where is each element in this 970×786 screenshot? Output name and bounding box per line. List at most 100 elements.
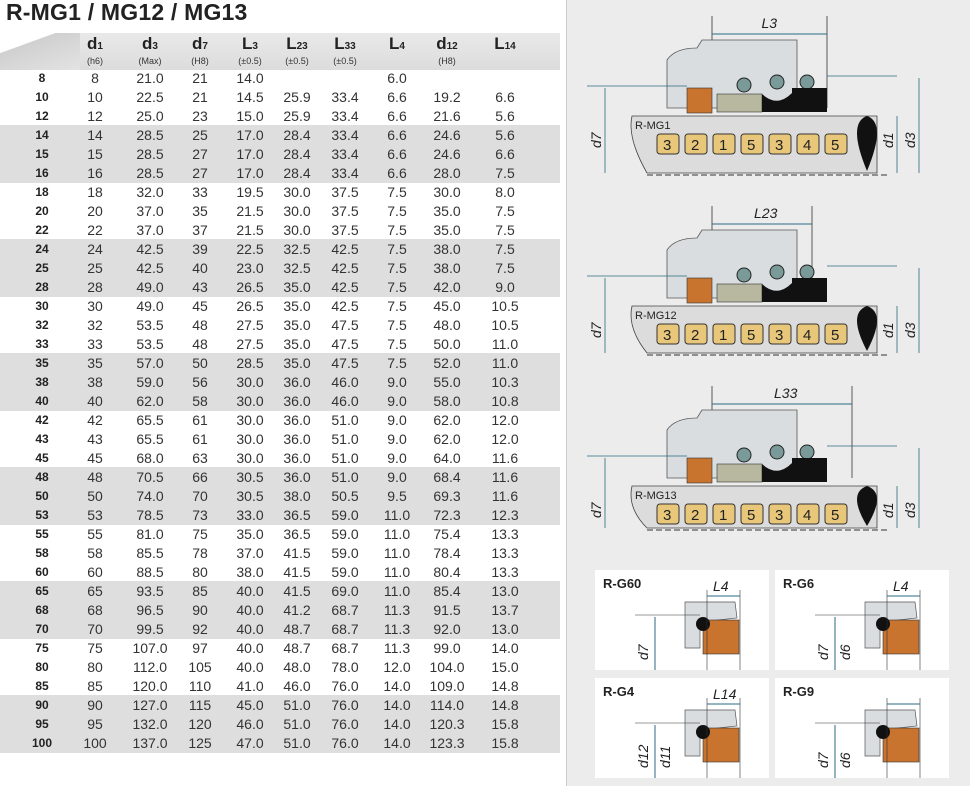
value-cell: 66 (192, 469, 208, 485)
value-cell: 88.5 (136, 564, 164, 580)
column-tolerance: (h6) (86, 56, 103, 66)
value-cell: 9.5 (387, 488, 407, 504)
value-cell: 68.4 (433, 469, 461, 485)
value-cell: 78 (192, 545, 208, 561)
value-cell: 110 (188, 678, 212, 694)
value-cell: 13.3 (491, 564, 519, 580)
value-cell: 22 (87, 222, 103, 238)
value-cell: 68.0 (136, 450, 164, 466)
value-cell: 22.5 (136, 89, 164, 105)
value-cell: 50.0 (433, 336, 461, 352)
value-cell: 40 (192, 260, 208, 276)
value-cell: 26.5 (236, 298, 264, 314)
value-cell: 9.0 (387, 393, 407, 409)
part-number: 3 (775, 137, 783, 154)
part-number-badge (768, 323, 792, 345)
part-number: 4 (803, 137, 811, 154)
shaft-size-cell: 75 (35, 641, 49, 655)
value-cell: 9.0 (387, 431, 407, 447)
value-cell: 37.5 (331, 203, 359, 219)
value-cell: 41.0 (236, 678, 264, 694)
shaft-size-cell: 18 (35, 185, 49, 199)
value-cell: 42.0 (433, 279, 461, 295)
part-number: 3 (663, 507, 671, 524)
value-cell: 12.0 (491, 412, 519, 428)
shaft-size-cell: 8 (38, 71, 46, 85)
part-number: 3 (663, 327, 671, 344)
part-number-badge (824, 503, 848, 525)
value-cell: 40.0 (236, 659, 264, 675)
value-cell: 7.5 (387, 184, 407, 200)
value-cell: 12.0 (383, 659, 411, 675)
part-number: 5 (747, 327, 755, 344)
l4-dimension-label: L4 (893, 578, 909, 594)
value-cell: 76.0 (331, 678, 359, 694)
value-cell: 75.4 (433, 526, 461, 542)
part-number: 3 (775, 327, 783, 344)
column-header-L4: L4 (367, 35, 427, 56)
value-cell: 35.0 (433, 222, 461, 238)
value-cell: 14.0 (383, 716, 411, 732)
value-cell: 10.8 (491, 393, 519, 409)
model-label: R-MG13 (635, 490, 677, 502)
value-cell: 11.6 (491, 469, 519, 485)
model-label: R-MG12 (635, 310, 677, 322)
value-cell: 36.0 (283, 393, 311, 409)
value-cell: 28.5 (136, 146, 164, 162)
value-cell: 48.7 (283, 621, 311, 637)
value-cell: 76.0 (331, 735, 359, 751)
table-row: 68 68 96.5 90 40.0 41.2 68.7 11.3 91.5 13.7 (0, 600, 560, 620)
value-cell: 81.0 (136, 526, 164, 542)
value-cell: 32 (87, 317, 103, 333)
value-cell: 59.0 (331, 526, 359, 542)
column-tolerance: (±0.5) (333, 56, 357, 66)
value-cell: 11.0 (383, 564, 411, 580)
d6-dimension-label: d6 (837, 644, 853, 660)
value-cell: 38.0 (433, 260, 461, 276)
value-cell: 28.4 (283, 165, 311, 181)
value-cell: 72.3 (433, 507, 461, 523)
value-cell: 33.0 (236, 507, 264, 523)
shaft-size-cell: 50 (35, 489, 49, 503)
value-cell: 11.0 (383, 507, 411, 523)
value-cell: 19.2 (433, 89, 461, 105)
value-cell: 33.4 (331, 165, 359, 181)
shaft-size-cell: 60 (35, 565, 49, 579)
value-cell: 90 (192, 602, 208, 618)
d1-dimension-label: d1 (880, 502, 896, 518)
value-cell: 51.0 (331, 450, 359, 466)
value-cell: 33.4 (331, 146, 359, 162)
value-cell: 9.0 (495, 279, 515, 295)
value-cell: 30 (87, 298, 103, 314)
value-cell: 114.0 (430, 697, 464, 713)
value-cell: 37.0 (136, 203, 164, 219)
value-cell: 25 (192, 127, 208, 143)
value-cell: 14.0 (383, 697, 411, 713)
shaft-size-cell: 45 (35, 451, 49, 465)
value-cell: 39 (192, 241, 208, 257)
d7-dimension-label: d7 (588, 501, 604, 518)
seat-diagram-r-g9: R-G9 d7 d6 (775, 678, 949, 778)
value-cell: 53.5 (136, 336, 164, 352)
value-cell: 6.6 (387, 127, 407, 143)
value-cell: 19.5 (236, 184, 264, 200)
shaft-size-cell: 42 (35, 413, 49, 427)
shaft-size-cell: 30 (35, 299, 49, 313)
shaft-size-cell: 80 (35, 660, 49, 674)
table-row: 58 58 85.5 78 37.0 41.5 59.0 11.0 78.4 13.3 (0, 543, 560, 563)
value-cell: 16 (87, 165, 103, 181)
value-cell: 59.0 (331, 507, 359, 523)
shaft-size-cell: 22 (35, 223, 49, 237)
value-cell: 21 (192, 70, 208, 86)
seat-drawing (635, 590, 741, 670)
value-cell: 37.5 (331, 184, 359, 200)
value-cell: 12.3 (491, 507, 519, 523)
value-cell: 76.0 (331, 697, 359, 713)
value-cell: 13.3 (491, 526, 519, 542)
value-cell: 61 (192, 431, 208, 447)
value-cell: 27 (192, 165, 208, 181)
value-cell: 30.0 (236, 412, 264, 428)
seat-diagram-r-g60: R-G60 L4 d7 (595, 570, 769, 670)
value-cell: 21.5 (236, 203, 264, 219)
value-cell: 28.4 (283, 127, 311, 143)
